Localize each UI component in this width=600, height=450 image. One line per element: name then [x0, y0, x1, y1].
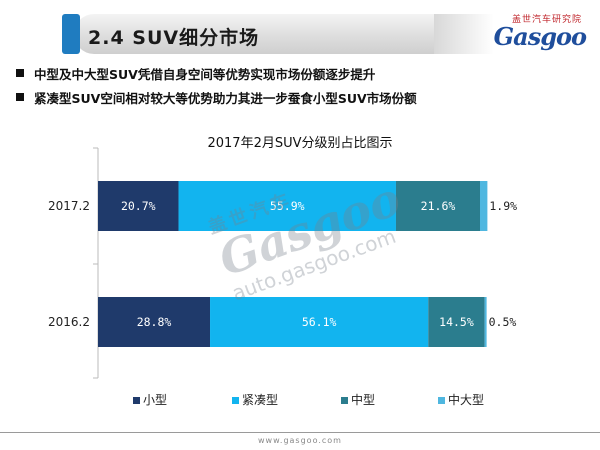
legend-swatch: [232, 397, 239, 404]
gasgoo-logo: 盖世汽车研究院 Gasgoo: [476, 12, 587, 51]
legend-label: 紧凑型: [242, 393, 278, 407]
logo-subtitle: 盖世汽车研究院: [511, 15, 582, 25]
bar-segment: [210, 297, 429, 347]
title-accent-tab: [62, 14, 80, 54]
data-label: 1.9%: [489, 199, 517, 213]
bullet-square-icon: [16, 69, 24, 77]
legend-swatch: [133, 397, 140, 404]
bullet-item: 中型及中大型SUV凭借自身空间等优势实现市场份额逐步提升: [16, 61, 417, 85]
bullet-text: 紧凑型SUV空间相对较大等优势助力其进一步蚕食小型SUV市场份额: [34, 90, 417, 106]
bullet-item: 紧凑型SUV空间相对较大等优势助力其进一步蚕食小型SUV市场份额: [16, 85, 417, 109]
logo-wordmark: Gasgoo: [493, 22, 587, 51]
legend-label: 中大型: [448, 392, 484, 407]
header-bar: 2.4 SUV细分市场: [0, 14, 600, 54]
data-label: 0.5%: [489, 315, 517, 329]
title-banner: [74, 14, 494, 54]
data-label: 55.9%: [270, 199, 305, 213]
legend-label: 中型: [351, 392, 375, 407]
data-label: 21.6%: [421, 199, 456, 213]
bar-segment: [98, 297, 211, 347]
bar-segment: [479, 181, 488, 231]
bullet-square-icon: [16, 93, 24, 101]
chart-title: 2017年2月SUV分级别占比图示: [207, 136, 393, 151]
y-tick-label: 2017.2: [48, 199, 90, 213]
bullet-list: 中型及中大型SUV凭借自身空间等优势实现市场份额逐步提升 紧凑型SUV空间相对较…: [16, 61, 417, 109]
bar-segment: [395, 181, 480, 231]
legend-swatch: [438, 397, 445, 404]
footer-divider: [0, 432, 600, 433]
data-label: 56.1%: [302, 315, 337, 329]
legend-swatch: [341, 397, 348, 404]
data-label: 20.7%: [121, 199, 156, 213]
bar-segment: [178, 181, 396, 231]
bullet-text: 中型及中大型SUV凭借自身空间等优势实现市场份额逐步提升: [34, 66, 376, 82]
data-label: 28.8%: [137, 315, 172, 329]
bar-segment: [428, 297, 485, 347]
page-title: 2.4 SUV细分市场: [88, 27, 260, 49]
bar-segment: [484, 297, 487, 347]
legend-label: 小型: [143, 393, 167, 407]
y-tick-label: 2016.2: [48, 315, 90, 329]
bar-segment: [98, 181, 179, 231]
footer-url: www.gasgoo.com: [258, 436, 342, 445]
data-label: 14.5%: [439, 315, 474, 329]
